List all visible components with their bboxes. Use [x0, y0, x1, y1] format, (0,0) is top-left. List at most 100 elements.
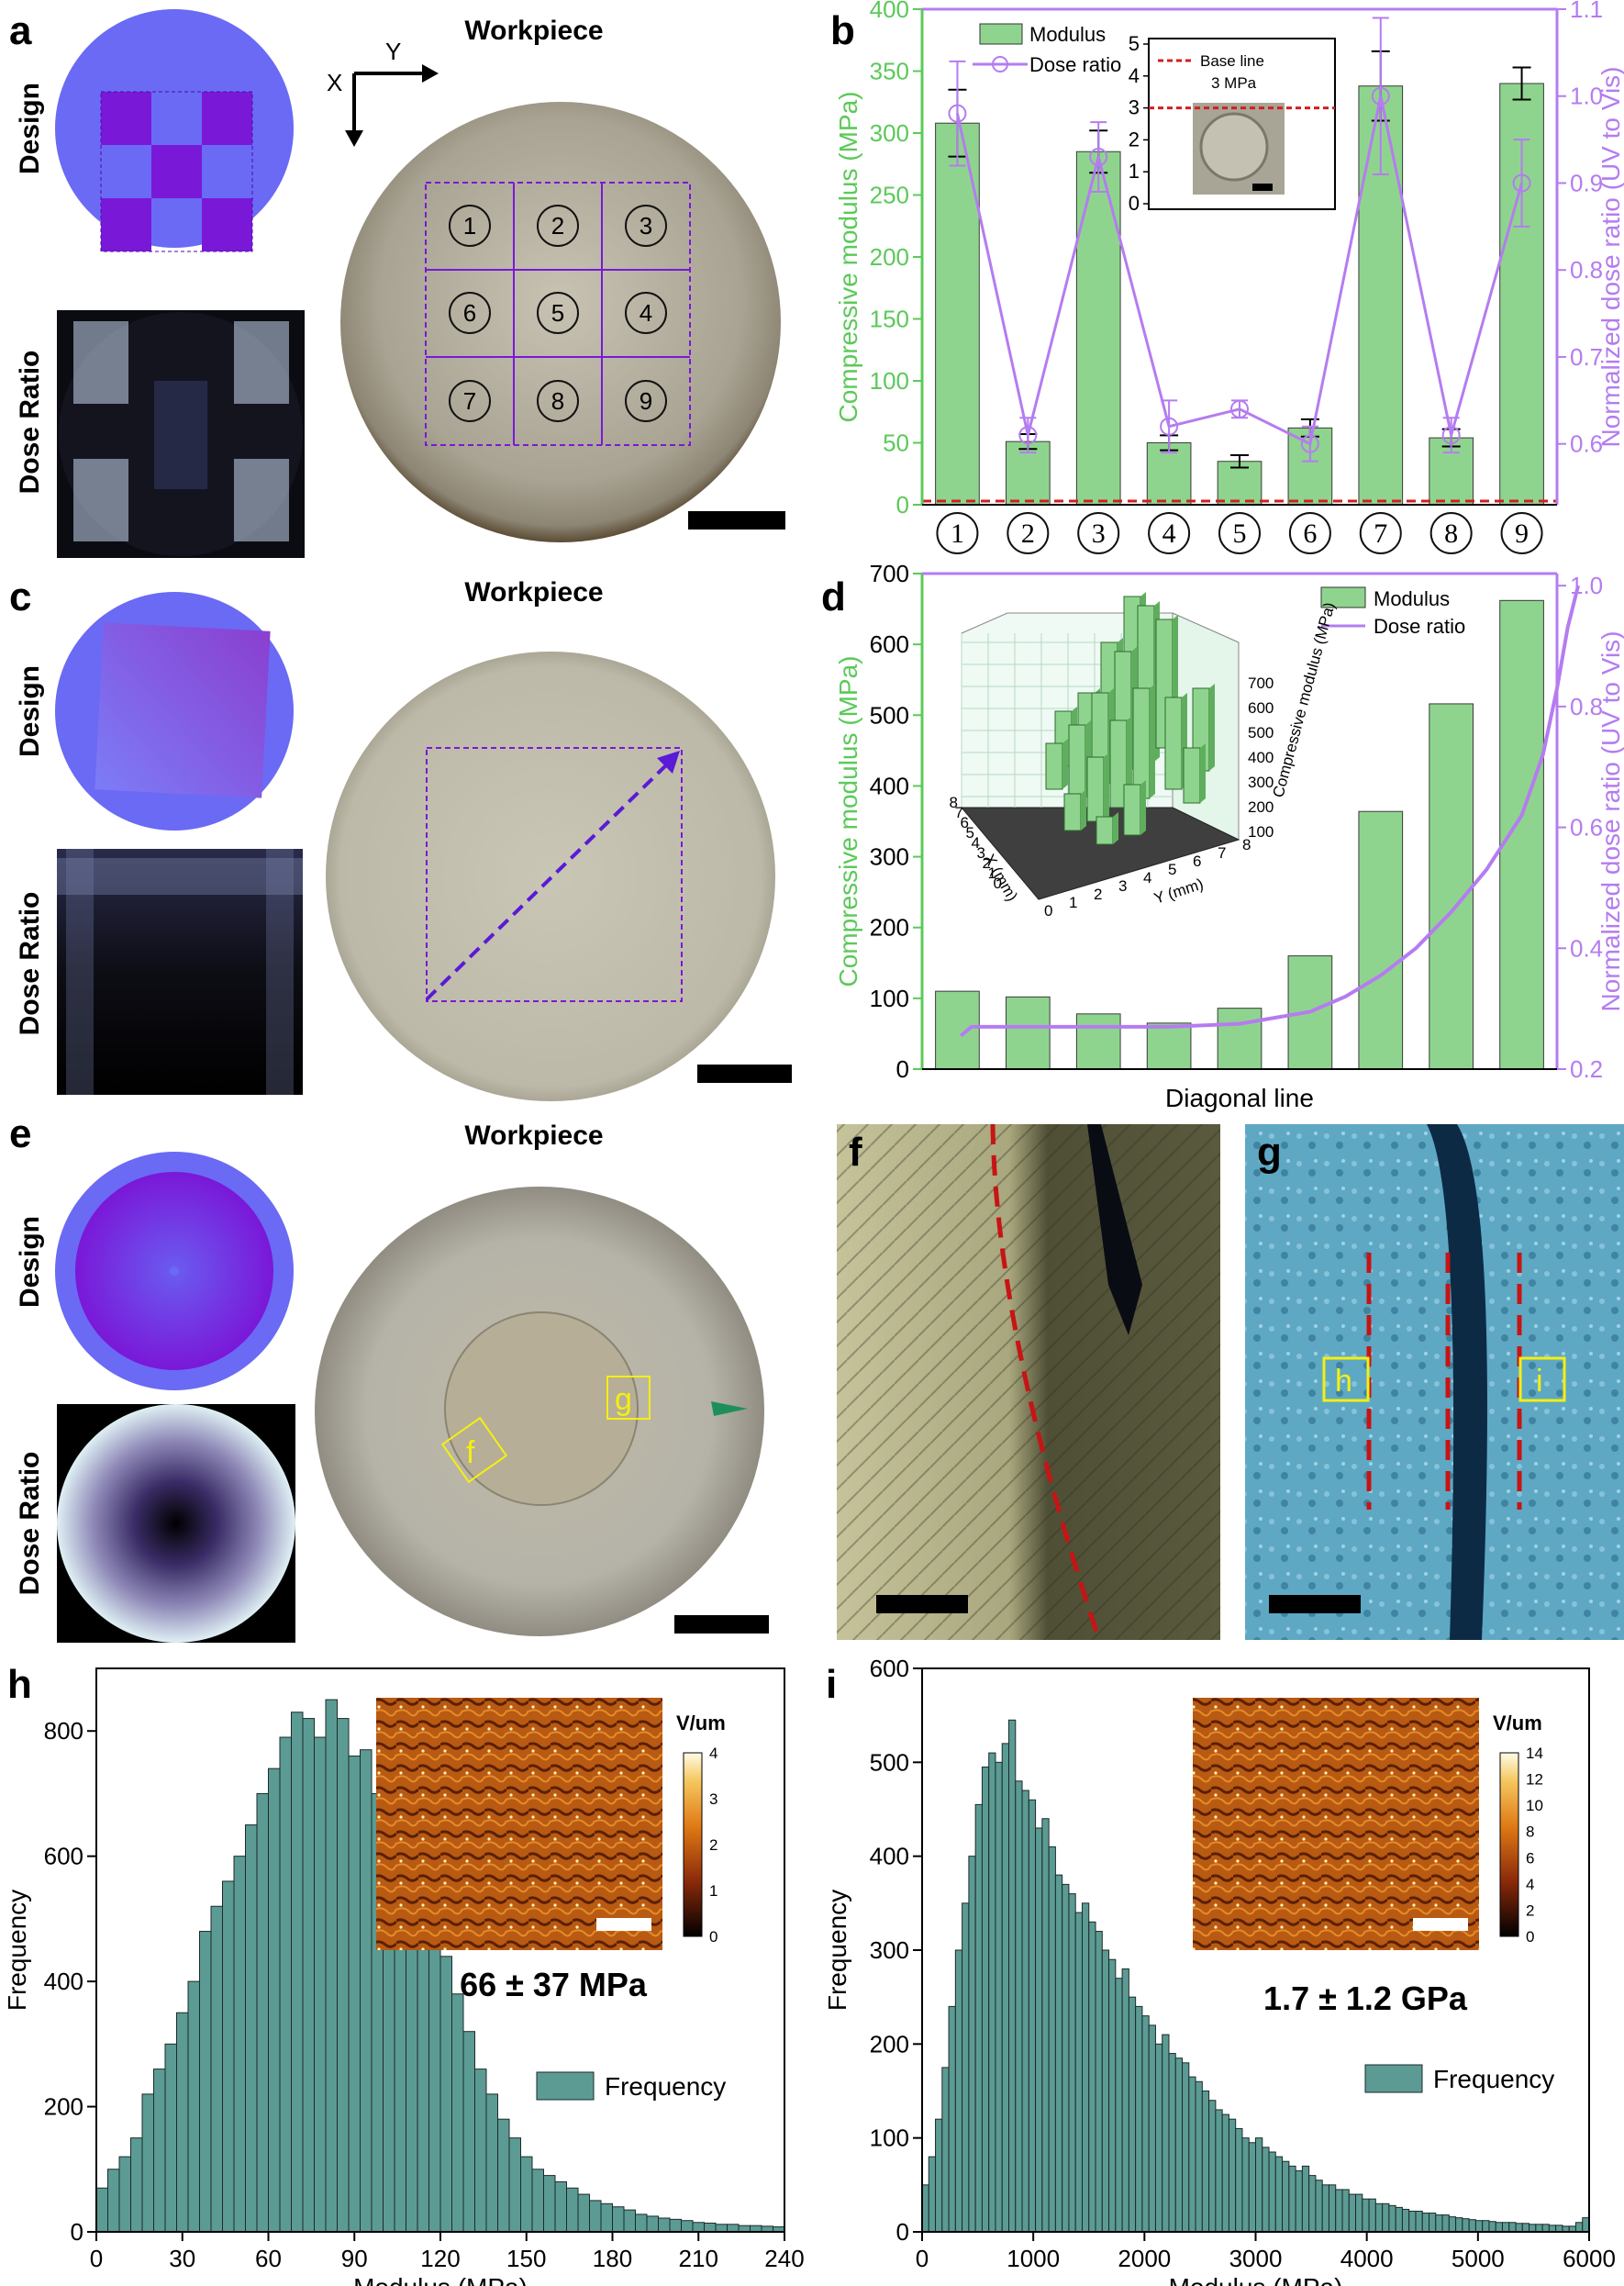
ytick-label-i-100: 100	[870, 2124, 909, 2152]
title-c: Workpiece	[464, 577, 603, 608]
cell-number-2: 2	[551, 212, 564, 240]
hist-bar-h-38	[520, 2156, 533, 2233]
hist-bar-i-39	[1174, 2057, 1184, 2233]
ylabel-i: Frequency	[823, 1890, 851, 2011]
xcat-label-b-2: 2	[1021, 519, 1035, 549]
diag-bar-8	[1429, 703, 1474, 1070]
inset3d-bar-side-13	[1081, 789, 1086, 831]
workpiece-c	[326, 652, 775, 1101]
xcat-label-b-3: 3	[1092, 519, 1106, 549]
inset-ytick-label-1: 1	[1129, 160, 1140, 183]
xlabel-i: Modulus (MPa)	[1169, 2273, 1343, 2286]
hist-bar-i-99	[1574, 2222, 1584, 2233]
design-label-c: Design	[15, 665, 45, 757]
hist-bar-i-38	[1168, 2053, 1176, 2233]
ytick-label-i-0: 0	[896, 2218, 909, 2246]
hist-bar-h-23	[348, 1756, 361, 2233]
ytick-label-i-300: 300	[870, 1936, 909, 1964]
hist-bar-h-4	[130, 2137, 143, 2233]
hist-bar-i-3	[935, 2118, 943, 2233]
box-f-e	[440, 1416, 508, 1484]
xtick-label-i-6000: 6000	[1563, 2245, 1616, 2272]
inset-ytick-label-0: 0	[1129, 192, 1140, 215]
hist-bar-i-35	[1148, 2024, 1156, 2233]
cell-circle-7	[449, 380, 491, 422]
ytick-label-b-0: 0	[896, 491, 909, 519]
hist-bar-i-33	[1135, 2005, 1143, 2233]
panel-label-i: i	[826, 1662, 837, 1707]
chart-i: 0 1000 2000 3000 4000 5000 6000010020030040050…	[823, 1655, 1616, 2286]
colorbar-tick-i-4: 4	[1526, 1876, 1534, 1893]
hist-bar-i-1	[921, 2184, 929, 2233]
dose-label-c: Dose Ratio	[15, 892, 45, 1036]
hist-bar-h-18	[291, 1712, 304, 2233]
hist-bar-h-56	[727, 2224, 740, 2233]
hist-bar-i-60	[1315, 2180, 1323, 2233]
box-g-label-e: g	[615, 1382, 632, 1417]
colorbar-tick-i-6: 6	[1526, 1849, 1534, 1867]
afm-image-i	[1193, 1698, 1479, 1950]
cell-markers-a: 1 2 3 6 5 4 7 8 9	[449, 205, 667, 422]
hist-bar-i-95	[1548, 2225, 1557, 2233]
hist-bar-h-10	[199, 1931, 212, 2233]
hist-bar-i-30	[1115, 1978, 1123, 2233]
hist-bar-i-42	[1195, 2080, 1203, 2233]
xtick-label-h-60: 60	[255, 2245, 282, 2272]
inset3d-bar-side-18	[1200, 743, 1206, 803]
hist-bar-h-47	[623, 2209, 636, 2233]
hist-bar-h-42	[566, 2187, 579, 2233]
legend-swatch-h	[536, 2071, 595, 2101]
hist-bar-h-22	[337, 1718, 350, 2233]
grid-frame-a	[425, 182, 691, 446]
hist-bar-i-47	[1228, 2118, 1237, 2233]
diag-bar-4	[1146, 1022, 1192, 1070]
inset3d-xtick-1: 1	[988, 864, 996, 882]
hist-bar-i-89	[1508, 2222, 1517, 2233]
inset3d-ztick-100: 100	[1248, 823, 1274, 841]
hist-bar-i-19	[1041, 1818, 1050, 2233]
xtick-label-h-240: 240	[764, 2245, 804, 2272]
hist-bar-i-65	[1348, 2193, 1357, 2233]
inset3d-bar-side-20	[1140, 780, 1146, 835]
hist-bar-i-44	[1208, 2100, 1217, 2233]
hist-bar-i-31	[1121, 1968, 1129, 2233]
inset3d-bar-14	[1086, 756, 1105, 822]
hist-bar-i-86	[1488, 2221, 1496, 2233]
box-h-label-g: h	[1335, 1364, 1352, 1399]
hist-bar-i-59	[1308, 2175, 1317, 2233]
ytick-label-b-200: 200	[870, 243, 909, 271]
hist-bar-i-76	[1421, 2213, 1430, 2233]
hist-bar-h-12	[222, 1880, 235, 2233]
box-f-label-e: f	[466, 1435, 475, 1470]
inset3d-ytick-6: 6	[1193, 853, 1201, 870]
inset3d-zlabel-d: Compressive modulus (MPa)	[1270, 600, 1339, 799]
xtick-label-i-2000: 2000	[1118, 2245, 1171, 2272]
hist-bar-h-17	[279, 1736, 292, 2233]
xtick-label-h-120: 120	[420, 2245, 460, 2272]
hist-bar-i-14	[1008, 1719, 1017, 2233]
hist-bar-i-74	[1408, 2210, 1417, 2233]
hist-bar-i-85	[1482, 2220, 1490, 2233]
xtick-label-i-4000: 4000	[1340, 2245, 1394, 2272]
hist-bar-i-54	[1274, 2156, 1284, 2233]
hist-bar-h-8	[176, 2012, 189, 2233]
hist-bar-i-72	[1395, 2206, 1403, 2233]
hist-bar-i-91	[1521, 2223, 1530, 2233]
hist-bar-i-52	[1262, 2147, 1270, 2233]
micrograph-g	[1245, 1124, 1624, 1640]
hist-bar-i-22	[1062, 1883, 1070, 2233]
hist-bar-i-40	[1182, 2062, 1190, 2233]
hist-bar-i-41	[1188, 2076, 1196, 2233]
annotation-i: 1.7 ± 1.2 GPa	[1263, 1979, 1468, 2017]
legend-label-dose-d: Dose ratio	[1374, 615, 1465, 638]
dose-map-e	[57, 1404, 295, 1643]
hist-bar-i-69	[1374, 2202, 1384, 2233]
inset3d-bar-6	[1045, 742, 1063, 790]
colorbar-tick-h-1: 1	[709, 1882, 717, 1900]
hist-bar-i-57	[1295, 2169, 1303, 2233]
cell-number-8: 8	[551, 387, 564, 415]
cell-number-3: 3	[640, 212, 652, 240]
cell-number-9: 9	[640, 387, 652, 415]
ytick-label-h-600: 600	[44, 1843, 83, 1870]
